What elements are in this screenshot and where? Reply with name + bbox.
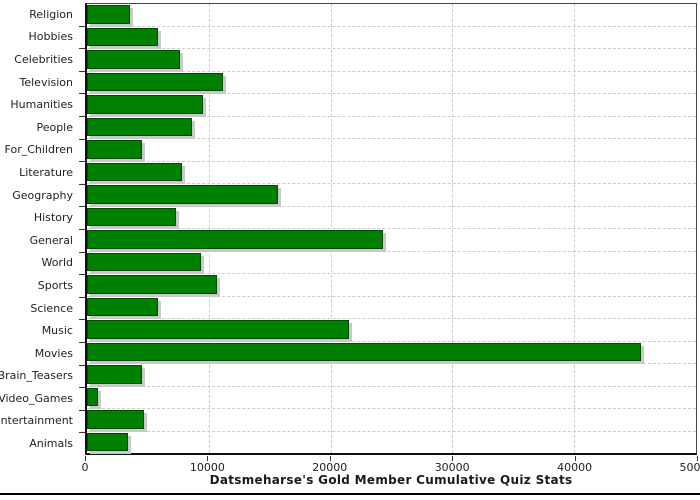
x-axis-tick [452, 456, 454, 461]
x-axis-tick [697, 456, 698, 461]
bar-history [87, 207, 176, 226]
bar-general [87, 230, 383, 249]
chart-row [87, 297, 696, 319]
bar-music [87, 320, 349, 339]
y-axis-tick [79, 206, 85, 208]
x-axis-tick [574, 456, 576, 461]
bar-hobbies [87, 27, 158, 46]
chart-row [87, 139, 696, 162]
y-axis-label: Movies [34, 346, 73, 360]
y-axis-label: Celebrities [14, 52, 73, 66]
x-axis-tick-label: 10000 [189, 461, 225, 474]
x-axis-tick-label: 0 [81, 461, 89, 474]
bar-sports [87, 275, 218, 294]
plot-area [85, 3, 697, 455]
y-axis-tick [79, 409, 85, 411]
chart-row [87, 4, 696, 27]
y-axis-label: Humanities [10, 98, 73, 112]
y-axis-tick [79, 138, 85, 140]
chart-row [87, 207, 696, 229]
bar-rows [87, 4, 696, 453]
y-axis-tick [79, 116, 85, 117]
y-axis-tick [79, 25, 85, 27]
chart-row [87, 409, 696, 432]
bar-entertainment [87, 410, 145, 429]
bar-television [87, 72, 224, 91]
y-axis-tick [79, 342, 85, 343]
chart-row [87, 49, 696, 72]
bar-celebrities [87, 50, 180, 69]
y-axis-tick [79, 432, 85, 434]
y-axis-label: Sports [37, 278, 73, 292]
y-axis-tick [79, 387, 85, 389]
bar-video_games [87, 387, 98, 406]
bar-religion [87, 5, 130, 24]
y-axis-tick [79, 183, 85, 185]
bar-literature [87, 162, 182, 181]
bar-for_children [87, 140, 142, 159]
y-axis-tick [79, 93, 85, 95]
x-axis-tick [85, 456, 86, 461]
chart-title: Datsmeharse's Gold Member Cumulative Qui… [209, 473, 573, 487]
chart-row [87, 229, 696, 252]
chart-row [87, 252, 696, 274]
bar-animals [87, 432, 129, 451]
chart-row [87, 387, 696, 409]
y-axis-tick [79, 274, 85, 276]
chart-row [87, 27, 696, 49]
y-axis-tick [79, 251, 85, 253]
bar-science [87, 297, 158, 316]
y-axis-label: General [29, 233, 73, 247]
x-axis-tick [329, 456, 331, 461]
y-axis-label: History [33, 211, 73, 225]
y-axis-label: For_Children [4, 143, 73, 157]
bottom-border-line [0, 493, 700, 495]
y-axis-label: Religion [29, 7, 73, 21]
y-axis-label: Science [30, 301, 73, 315]
x-axis-tick-label: 40000 [557, 461, 593, 474]
y-axis-label: Geography [12, 188, 73, 202]
chart-row [87, 274, 696, 297]
y-axis-tick [79, 296, 85, 298]
x-axis-tick [207, 456, 209, 461]
chart-row [87, 319, 696, 342]
y-axis-label: Television [19, 75, 74, 89]
chart-row [87, 162, 696, 184]
bar-movies [87, 342, 642, 361]
bar-brain_teasers [87, 365, 142, 384]
y-axis-tick [79, 48, 85, 50]
y-axis-label: Brain_Teasers [0, 369, 73, 383]
chart-row [87, 94, 696, 117]
chart-row [87, 342, 696, 364]
x-axis-tick-label: 20000 [312, 461, 348, 474]
y-axis-tick [79, 229, 85, 230]
y-axis-label: People [36, 120, 73, 134]
bar-humanities [87, 95, 203, 114]
y-axis-tick [79, 161, 85, 163]
chart-row [87, 364, 696, 387]
y-axis-label: Music [41, 324, 73, 338]
y-axis-tick [79, 319, 85, 321]
y-axis-tick [79, 70, 85, 72]
x-axis-tick-label: 30000 [434, 461, 470, 474]
y-axis-label: Hobbies [28, 30, 73, 44]
x-axis-tick-label: 50000 [679, 461, 700, 474]
y-axis-label: Entertainment [0, 414, 73, 428]
y-axis-label: Video_Games [0, 391, 73, 405]
chart-row [87, 117, 696, 139]
y-axis-labels: Religion Hobbies Celebrities Television Huma… [0, 3, 79, 455]
bar-geography [87, 185, 279, 204]
y-axis-tick [79, 364, 85, 366]
y-axis-label: Literature [19, 165, 73, 179]
bar-world [87, 252, 202, 271]
chart-row [87, 184, 696, 207]
bar-people [87, 117, 192, 136]
chart-row [87, 72, 696, 94]
chart-row [87, 432, 696, 454]
y-axis-label: Animals [29, 437, 73, 451]
y-axis-label: World [41, 256, 73, 270]
